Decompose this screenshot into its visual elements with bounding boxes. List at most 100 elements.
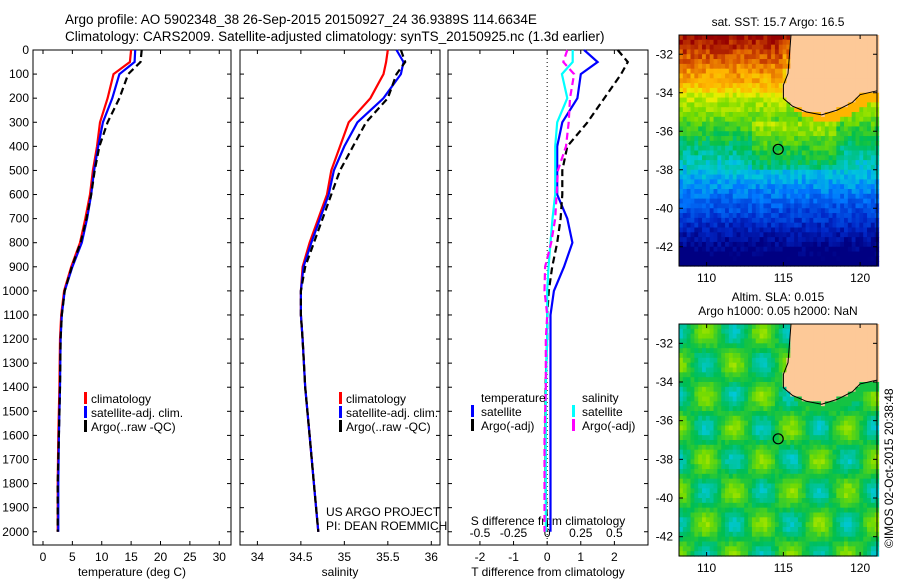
map-cell	[686, 444, 692, 451]
map-cell	[728, 222, 734, 229]
map-cell	[732, 126, 738, 132]
map-cell	[732, 112, 738, 118]
map-cell	[744, 348, 749, 354]
map-cell	[832, 39, 837, 46]
map-cell	[736, 328, 741, 335]
map-cell	[809, 367, 814, 373]
map-cell	[702, 179, 707, 185]
map-cell	[828, 411, 834, 417]
map-cell	[759, 517, 765, 523]
map-cell	[713, 131, 718, 137]
map-cell	[840, 164, 845, 171]
map-cell	[790, 357, 795, 364]
map-cell	[855, 140, 860, 147]
map-cell	[782, 193, 788, 200]
map-cell	[794, 459, 799, 465]
map-cell	[679, 488, 684, 494]
map-cell	[709, 469, 715, 475]
map-cell	[774, 401, 780, 407]
legend-label: climatology	[346, 392, 406, 406]
map-cell	[863, 169, 868, 176]
map-cell	[705, 97, 711, 103]
map-cell	[732, 377, 738, 383]
map-cell	[682, 35, 688, 41]
map-cell	[679, 68, 684, 75]
map-cell	[679, 328, 684, 335]
map-cell	[732, 420, 738, 427]
map-cell	[694, 131, 699, 137]
map-cell	[782, 136, 788, 142]
map-cell	[744, 444, 749, 451]
map-cell	[709, 401, 715, 407]
map-cell	[690, 527, 695, 533]
map-cell	[832, 222, 837, 229]
map-cell	[698, 406, 703, 412]
map-cell	[805, 328, 811, 335]
map-cell	[748, 150, 753, 156]
map-cell	[721, 217, 726, 224]
map-cell	[694, 328, 699, 335]
map-cell	[713, 169, 718, 176]
map-cell	[805, 391, 811, 398]
map-cell	[763, 78, 768, 84]
map-cell	[755, 415, 761, 422]
map-cell	[794, 112, 799, 118]
map-cell	[713, 372, 718, 378]
map-cell	[763, 131, 768, 137]
map-cell	[698, 241, 703, 248]
map-cell	[698, 396, 703, 402]
map-cell	[836, 420, 841, 427]
map-cell	[797, 517, 803, 523]
map-cell	[713, 203, 718, 209]
map-cell	[824, 222, 830, 229]
map-cell	[736, 160, 741, 166]
map-cell	[713, 217, 718, 224]
map-cell	[721, 348, 726, 354]
map-cell	[698, 126, 703, 132]
map-cell	[698, 222, 703, 229]
map-cell	[767, 68, 772, 75]
map-cell	[744, 121, 749, 128]
map-cell	[790, 430, 795, 436]
map-cell	[740, 203, 745, 209]
map-cell	[759, 353, 765, 359]
map-cell	[778, 391, 784, 398]
map-cell	[867, 522, 872, 528]
map-cell	[813, 136, 818, 142]
map-cell	[817, 83, 822, 89]
map-cell	[713, 527, 718, 533]
map-cell	[725, 246, 730, 253]
map-cell	[763, 92, 768, 99]
map-cell	[859, 459, 864, 465]
map-cell	[828, 131, 834, 137]
map-cell	[748, 78, 753, 84]
map-cell	[721, 136, 726, 142]
map-cell	[813, 189, 818, 195]
map-cell	[755, 213, 761, 219]
map-cell	[702, 488, 707, 494]
map-cell	[801, 78, 807, 84]
map-cell	[805, 507, 811, 514]
map-cell	[679, 160, 684, 166]
map-cell	[755, 372, 761, 378]
map-cell	[725, 333, 730, 340]
map-cell	[863, 488, 868, 494]
map-cell	[732, 232, 738, 238]
map-cell	[713, 174, 718, 180]
map-cell	[844, 140, 849, 147]
map-cell	[809, 145, 814, 152]
map-cell	[744, 164, 749, 171]
map-cell	[713, 367, 718, 373]
map-cell	[847, 121, 853, 128]
map-cell	[679, 39, 684, 46]
map-cell	[809, 343, 814, 349]
map-cell	[817, 415, 822, 422]
map-cell	[847, 102, 853, 108]
map-cell	[809, 391, 814, 398]
map-cell	[713, 454, 718, 460]
map-cell	[679, 353, 684, 359]
map-cell	[732, 92, 738, 99]
map-cell	[794, 169, 799, 176]
map-cell	[744, 44, 749, 51]
map-cell	[686, 155, 692, 161]
